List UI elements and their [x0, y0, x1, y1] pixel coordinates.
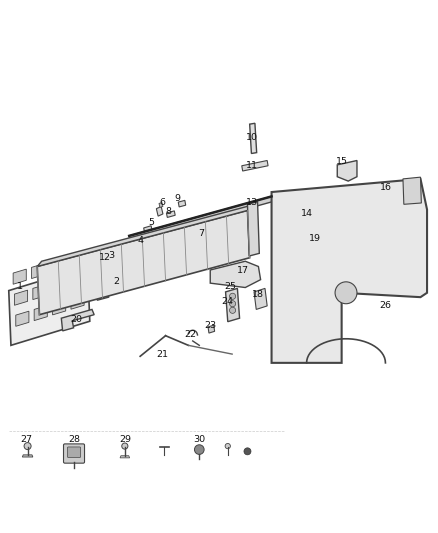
Text: 21: 21: [156, 350, 168, 359]
Polygon shape: [242, 160, 268, 171]
Text: 20: 20: [71, 314, 83, 324]
Polygon shape: [166, 211, 175, 217]
Polygon shape: [120, 456, 130, 458]
Text: 19: 19: [309, 233, 321, 243]
Text: 29: 29: [119, 435, 131, 444]
Polygon shape: [178, 200, 186, 207]
Text: 8: 8: [166, 207, 172, 216]
FancyBboxPatch shape: [64, 444, 85, 463]
Text: 23: 23: [204, 321, 216, 330]
Circle shape: [381, 187, 387, 193]
Polygon shape: [156, 206, 163, 216]
Circle shape: [230, 301, 236, 307]
Polygon shape: [159, 203, 163, 207]
Polygon shape: [22, 455, 33, 457]
Polygon shape: [50, 258, 63, 273]
Text: 11: 11: [246, 161, 258, 170]
Text: 1: 1: [17, 282, 23, 290]
Polygon shape: [13, 269, 26, 284]
Circle shape: [230, 293, 236, 300]
Polygon shape: [51, 279, 64, 294]
Polygon shape: [70, 273, 83, 288]
Text: 22: 22: [184, 330, 197, 339]
Text: 27: 27: [20, 435, 32, 444]
Text: 4: 4: [137, 236, 143, 245]
Polygon shape: [310, 248, 318, 271]
Text: 25: 25: [224, 282, 236, 290]
Polygon shape: [14, 290, 28, 305]
Text: 13: 13: [246, 198, 258, 207]
Polygon shape: [16, 311, 29, 326]
Text: 17: 17: [237, 266, 249, 276]
Polygon shape: [134, 243, 143, 251]
Polygon shape: [144, 226, 152, 235]
Polygon shape: [226, 288, 240, 322]
Polygon shape: [129, 197, 272, 241]
Polygon shape: [53, 300, 66, 315]
Polygon shape: [32, 263, 45, 279]
Text: 15: 15: [336, 157, 348, 166]
Polygon shape: [272, 179, 427, 363]
Circle shape: [225, 443, 230, 449]
Text: 30: 30: [193, 435, 205, 444]
Text: 28: 28: [68, 435, 81, 444]
Text: 5: 5: [148, 218, 154, 227]
Text: 10: 10: [246, 133, 258, 142]
Polygon shape: [71, 294, 84, 309]
Polygon shape: [37, 211, 250, 314]
Polygon shape: [61, 310, 94, 331]
Circle shape: [230, 307, 236, 313]
Text: 7: 7: [198, 229, 205, 238]
Circle shape: [244, 448, 251, 455]
Circle shape: [24, 442, 31, 449]
Polygon shape: [96, 263, 109, 300]
Text: 9: 9: [174, 194, 180, 203]
Text: 3: 3: [109, 251, 115, 260]
Text: 18: 18: [252, 290, 265, 300]
Polygon shape: [337, 160, 357, 181]
Polygon shape: [37, 205, 252, 266]
Text: 12: 12: [99, 253, 111, 262]
Circle shape: [122, 443, 128, 449]
Circle shape: [194, 445, 204, 455]
Text: 24: 24: [222, 297, 234, 306]
Polygon shape: [250, 123, 257, 154]
Text: 2: 2: [113, 277, 119, 286]
Polygon shape: [293, 223, 308, 251]
Polygon shape: [68, 252, 81, 267]
Polygon shape: [254, 288, 267, 310]
FancyBboxPatch shape: [67, 447, 81, 457]
Text: 14: 14: [300, 209, 313, 219]
Text: 6: 6: [159, 198, 165, 207]
Text: 26: 26: [379, 302, 392, 310]
Circle shape: [335, 282, 357, 304]
Polygon shape: [33, 285, 46, 300]
Polygon shape: [112, 260, 119, 268]
Polygon shape: [208, 325, 215, 333]
Polygon shape: [9, 266, 90, 345]
Polygon shape: [210, 261, 261, 287]
Polygon shape: [403, 177, 421, 204]
Text: 16: 16: [379, 183, 392, 192]
Polygon shape: [247, 201, 259, 256]
Polygon shape: [34, 305, 47, 320]
